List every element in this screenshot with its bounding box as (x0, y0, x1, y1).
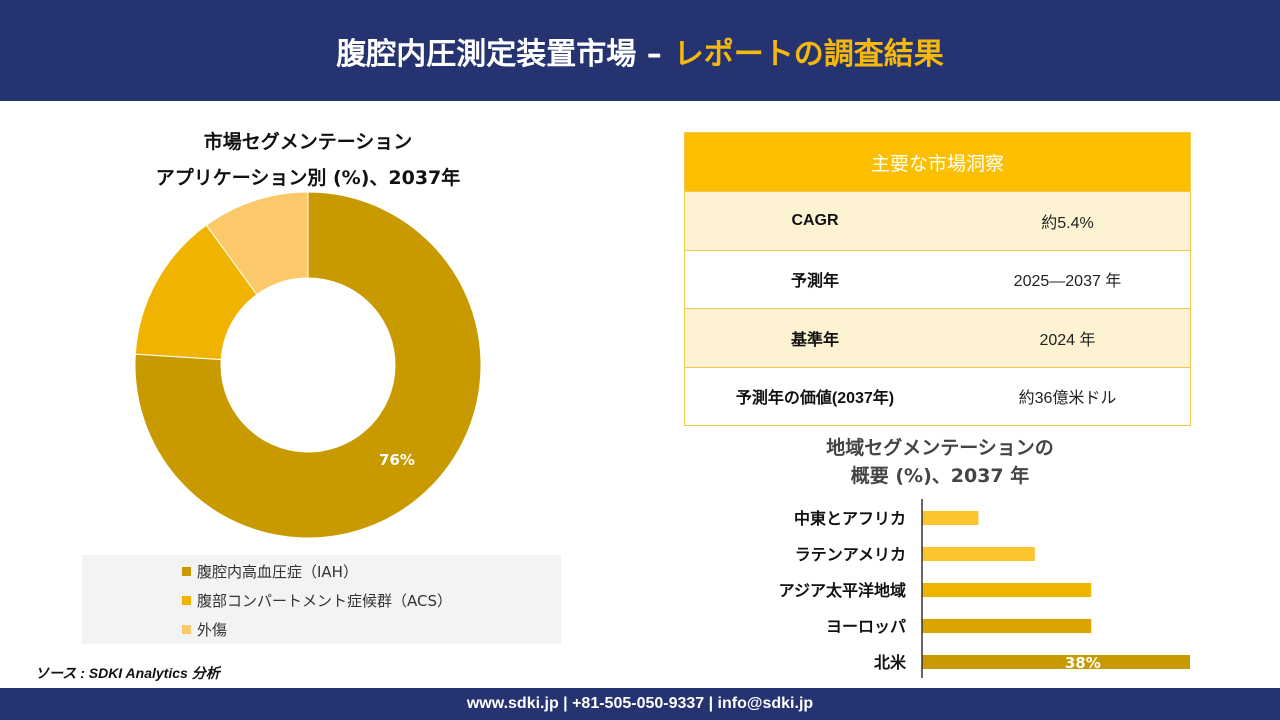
bar-0 (922, 511, 979, 525)
slice-trauma (205, 191, 309, 296)
footer-contact: www.sdki.jp | +81-505-050-9337 | info@sd… (0, 688, 1280, 720)
legend-label-acs: 腹部コンパートメント症候群（ACS） (197, 592, 452, 610)
header-banner: 腹腔内圧測定装置市場 – レポートの調査結果 (0, 0, 1280, 101)
bar-category-label: ラテンアメリカ (795, 545, 906, 564)
insights-row-cagr: CAGR 約5.4% (685, 191, 1190, 250)
pie-legend: 腹腔内高血圧症（IAH） 腹部コンパートメント症候群（ACS） 外傷 (82, 555, 561, 644)
slice-iah (134, 191, 482, 539)
bar-category-label: アジア太平洋地域 (779, 581, 906, 600)
legend-swatch-trauma (182, 625, 191, 634)
insights-row-value: 2024 年 (1039, 331, 1096, 349)
legend-label-trauma: 外傷 (197, 621, 228, 639)
legend-swatch-acs (182, 596, 191, 605)
pie-chart-title: 市場セグメンテーション (203, 131, 413, 153)
legend-item-acs: 腹部コンパートメント症候群（ACS） (182, 590, 452, 611)
insights-table: 主要な市場洞察 CAGR 約5.4% 予測年 2025—2037 年 基準年 2… (684, 132, 1191, 426)
insights-row-label: 基準年 (790, 331, 839, 349)
bar-3 (922, 619, 1092, 633)
insights-row-forecast-value: 予測年の価値(2037年) 約36億米ドル (685, 366, 1190, 426)
legend-item-iah: 腹腔内高血圧症（IAH） (182, 561, 358, 582)
legend-label-iah: 腹腔内高血圧症（IAH） (197, 563, 358, 581)
bar-chart-subtitle: 概要 (%)、2037 年 (850, 465, 1030, 487)
legend-swatch-iah (182, 567, 191, 576)
bar-chart-title: 地域セグメンテーションの (826, 437, 1054, 459)
insights-row-value: 約36億米ドル (1018, 390, 1117, 408)
donut-chart: 76% (134, 191, 482, 539)
bar-1 (922, 547, 1035, 561)
source-note: ソース : SDKI Analytics 分析 (35, 665, 220, 681)
bar-data-label: 38% (1065, 654, 1101, 672)
insights-row-label: CAGR (791, 211, 839, 229)
page-title-accent: レポートの調査結果 (673, 36, 944, 72)
page-title: 腹腔内圧測定装置市場 – (336, 36, 662, 72)
bar-category-label: 中東とアフリカ (794, 509, 906, 528)
insights-table-title: 主要な市場洞察 (685, 133, 1190, 191)
insights-row-forecast-year: 予測年 2025—2037 年 (685, 249, 1190, 309)
slice-data-label: 76% (379, 451, 415, 469)
insights-row-base-year: 基準年 2024 年 (685, 308, 1190, 367)
bar-2 (922, 583, 1092, 597)
legend-item-trauma: 外傷 (182, 619, 227, 640)
insights-row-label: 予測年の価値(2037年) (735, 390, 895, 408)
bar-category-label: 北米 (874, 653, 907, 672)
insights-row-value: 約5.4% (1041, 214, 1094, 232)
insights-row-value: 2025—2037 年 (1013, 273, 1122, 291)
bar-4 (922, 655, 1190, 669)
insights-row-label: 予測年 (790, 273, 839, 291)
bar-category-label: ヨーロッパ (826, 617, 906, 636)
pie-chart-subtitle: アプリケーション別 (%)、2037年 (155, 167, 461, 189)
